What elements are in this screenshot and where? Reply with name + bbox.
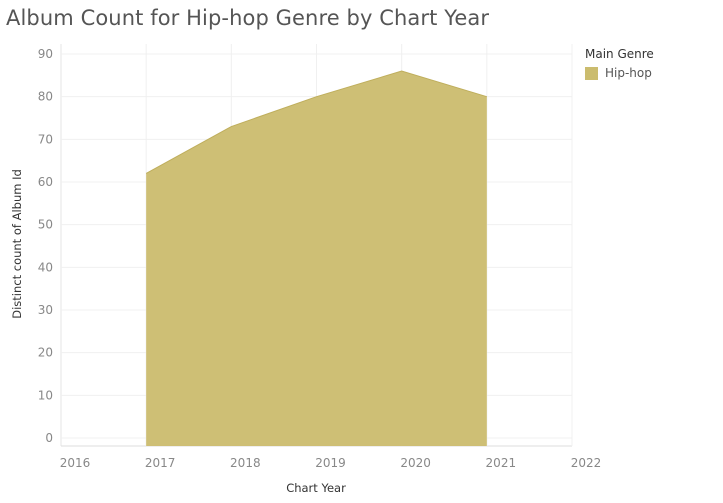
y-tick-label-40: 40 <box>38 260 53 274</box>
x-tick-label-2021: 2021 <box>486 456 517 470</box>
area-series-outline-0 <box>145 70 487 174</box>
data-point-2017[interactable] <box>144 171 149 176</box>
y-tick-label-60: 60 <box>38 175 53 189</box>
x-tick-label-2016: 2016 <box>60 456 91 470</box>
y-tick-label-10: 10 <box>38 388 53 402</box>
legend-title: Main Genre <box>585 47 654 61</box>
data-point-2021[interactable] <box>484 94 489 99</box>
y-tick-label-80: 80 <box>38 90 53 104</box>
legend-label: Hip-hop <box>605 66 652 80</box>
y-tick-label-50: 50 <box>38 218 53 232</box>
data-point-2019[interactable] <box>314 94 319 99</box>
y-axis-title: Distinct count of Album Id <box>10 169 24 319</box>
x-tick-label-2019: 2019 <box>315 456 346 470</box>
area-series-0[interactable] <box>146 71 487 447</box>
x-axis-title: Chart Year <box>286 481 346 495</box>
data-point-2018[interactable] <box>229 124 234 129</box>
x-tick-label-2017: 2017 <box>145 456 176 470</box>
x-axis-ticks: 2016 2017 2018 2019 2020 2021 2022 <box>60 456 602 470</box>
legend-item-hip-hop[interactable]: Hip-hop <box>585 66 654 80</box>
legend-swatch <box>585 66 598 80</box>
y-tick-label-30: 30 <box>38 303 53 317</box>
data-point-2020[interactable] <box>399 69 404 74</box>
legend: Main Genre Hip-hop <box>585 47 654 80</box>
y-tick-label-90: 90 <box>38 47 53 61</box>
chart-title: Album Count for Hip-hop Genre by Chart Y… <box>6 6 490 30</box>
plot-area <box>144 69 489 447</box>
y-axis-ticks: 0 10 20 30 40 50 60 70 80 90 <box>38 47 53 445</box>
y-tick-label-20: 20 <box>38 346 53 360</box>
x-tick-label-2022: 2022 <box>571 456 602 470</box>
x-tick-label-2018: 2018 <box>230 456 261 470</box>
y-tick-label-0: 0 <box>45 431 53 445</box>
x-tick-label-2020: 2020 <box>400 456 431 470</box>
y-tick-label-70: 70 <box>38 132 53 146</box>
